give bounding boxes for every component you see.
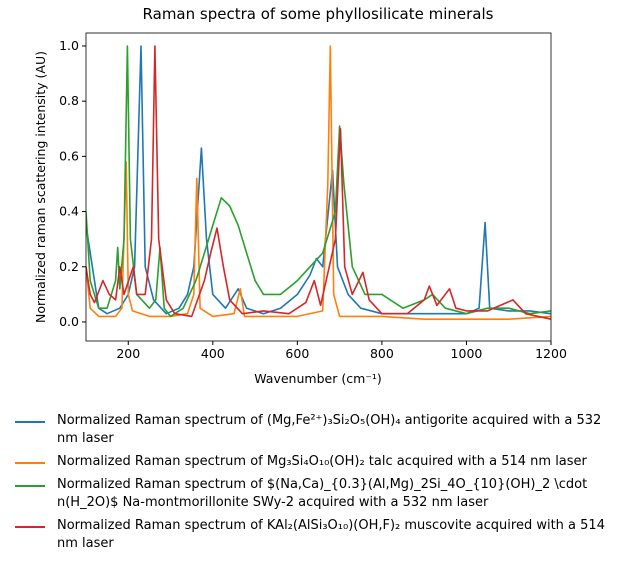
legend-label: Normalized Raman spectrum of (Mg,Fe²⁺)₃S… xyxy=(57,413,602,446)
x-tick-label: 600 xyxy=(285,346,309,361)
x-tick-label: 200 xyxy=(116,346,140,361)
legend-swatch xyxy=(15,462,45,464)
y-tick-label: 0.2 xyxy=(59,259,79,274)
chart-title: Raman spectra of some phyllosilicate min… xyxy=(143,5,494,23)
legend-swatch xyxy=(15,421,45,423)
y-tick-label: 0.4 xyxy=(59,204,79,219)
series-line xyxy=(86,45,551,320)
legend-label: Normalized Raman spectrum of $(Na,Ca)_{0… xyxy=(57,477,588,510)
plot-frame xyxy=(85,32,552,342)
legend-swatch xyxy=(15,526,45,528)
legend-entry: Normalized Raman spectrum of $(Na,Ca)_{0… xyxy=(12,476,632,512)
y-tick-label: 1.0 xyxy=(59,38,79,53)
plot-lines xyxy=(86,45,551,320)
x-tick-label: 400 xyxy=(201,346,225,361)
y-axis-label: Normalized raman scattering intensity (A… xyxy=(33,51,48,323)
legend-entry: Normalized Raman spectrum of (Mg,Fe²⁺)₃S… xyxy=(12,412,632,448)
x-axis-label: Wavenumber (cm⁻¹) xyxy=(254,371,381,386)
legend-entry: Normalized Raman spectrum of KAl₂(AlSi₃O… xyxy=(12,517,632,553)
chart: Raman spectra of some phyllosilicate min… xyxy=(33,5,567,386)
legend: Normalized Raman spectrum of (Mg,Fe²⁺)₃S… xyxy=(12,412,632,558)
y-tick-label: 0.0 xyxy=(59,314,79,329)
series-line xyxy=(86,45,551,315)
x-tick-label: 1200 xyxy=(535,346,567,361)
y-tick-label: 0.8 xyxy=(59,93,79,108)
x-tick-label: 1000 xyxy=(451,346,483,361)
legend-label: Normalized Raman spectrum of KAl₂(AlSi₃O… xyxy=(57,518,605,551)
legend-swatch xyxy=(15,485,45,487)
x-tick-label: 800 xyxy=(370,346,394,361)
legend-label: Normalized Raman spectrum of Mg₃Si₄O₁₀(O… xyxy=(57,454,587,469)
series-line xyxy=(86,45,551,318)
legend-entry: Normalized Raman spectrum of Mg₃Si₄O₁₀(O… xyxy=(12,453,632,471)
y-tick-label: 0.6 xyxy=(59,148,79,163)
